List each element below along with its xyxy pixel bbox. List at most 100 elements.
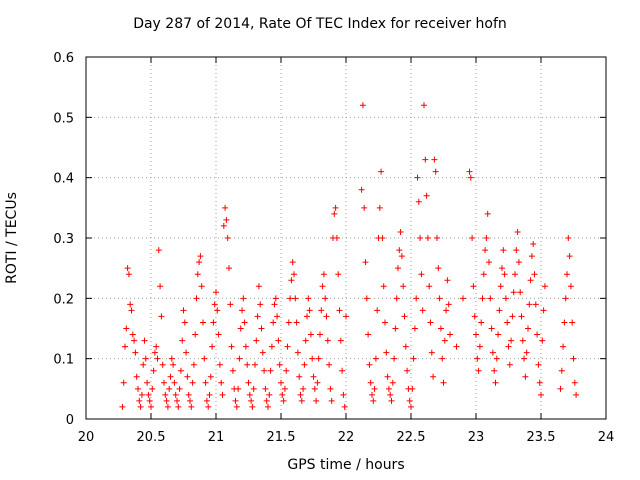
data-point: [190, 361, 197, 368]
data-point: [439, 355, 446, 362]
data-point: [159, 361, 166, 368]
data-point: [492, 379, 499, 386]
data-point: [174, 397, 180, 404]
data-point: [123, 325, 130, 332]
axis-ticks: [85, 56, 607, 420]
data-point: [272, 295, 279, 302]
data-point: [508, 337, 515, 344]
data-point: [541, 283, 548, 290]
data-point: [378, 168, 385, 175]
data-point: [261, 367, 268, 374]
data-point: [219, 391, 226, 398]
data-point: [370, 397, 377, 404]
data-point: [131, 337, 138, 344]
x-tick-label: 20: [78, 430, 95, 445]
data-point: [518, 313, 525, 320]
data-point: [304, 313, 310, 320]
data-point: [168, 355, 175, 362]
data-point: [140, 361, 147, 368]
data-point: [215, 331, 222, 338]
data-point: [297, 391, 304, 398]
data-point: [418, 271, 425, 278]
data-point: [205, 403, 212, 410]
data-point: [437, 325, 444, 332]
data-point: [474, 355, 481, 362]
data-point: [133, 373, 140, 380]
data-point: [484, 210, 491, 217]
data-point: [339, 367, 346, 374]
data-point: [372, 355, 379, 362]
data-point: [396, 247, 403, 254]
data-point: [213, 289, 219, 296]
data-point: [443, 307, 450, 314]
data-point: [413, 295, 420, 302]
data-point: [385, 385, 392, 392]
data-point: [183, 349, 190, 356]
data-point: [235, 385, 242, 392]
data-point: [401, 313, 408, 320]
x-tick-label: 24: [598, 430, 615, 445]
data-point: [424, 235, 431, 241]
data-point: [233, 403, 240, 410]
data-point: [148, 403, 154, 410]
data-point: [244, 361, 251, 368]
data-point: [341, 403, 348, 410]
data-point: [473, 331, 479, 338]
data-point: [271, 301, 278, 308]
data-point: [327, 385, 334, 392]
data-point: [246, 391, 253, 398]
data-point: [144, 379, 151, 386]
data-point: [155, 247, 162, 254]
data-point: [161, 379, 167, 386]
data-point: [135, 385, 141, 392]
data-point: [214, 307, 221, 314]
data-point: [571, 379, 578, 386]
data-point: [258, 325, 265, 332]
data-point: [514, 228, 521, 235]
data-point: [475, 367, 482, 374]
data-point: [392, 325, 399, 332]
data-point: [302, 337, 309, 344]
data-point: [534, 331, 541, 338]
data-point: [540, 307, 547, 314]
data-point: [493, 355, 500, 362]
data-point: [226, 265, 232, 272]
data-point: [122, 343, 128, 350]
data-point: [274, 313, 281, 320]
data-point: [285, 319, 292, 326]
data-point: [539, 337, 546, 344]
x-axis-label: GPS time / hours: [287, 457, 405, 473]
data-point: [296, 373, 303, 380]
data-point: [384, 373, 391, 380]
data-point: [408, 403, 414, 410]
data-point: [523, 349, 530, 356]
chart-title: Day 287 of 2014, Rate Of TEC Index for r…: [133, 16, 507, 32]
data-point: [293, 319, 300, 326]
data-point: [188, 403, 195, 410]
data-point: [252, 361, 258, 368]
data-point: [145, 391, 152, 398]
data-point: [318, 307, 325, 314]
data-point: [411, 325, 418, 332]
data-point: [528, 253, 535, 260]
data-point: [488, 325, 495, 332]
data-point: [499, 265, 505, 272]
data-point: [395, 265, 401, 272]
data-point: [211, 301, 218, 308]
data-point: [287, 295, 294, 302]
data-point: [371, 385, 378, 392]
data-point: [337, 337, 344, 344]
y-tick-label: 0.6: [53, 51, 74, 66]
data-point: [496, 307, 503, 314]
data-point: [283, 367, 290, 374]
data-point: [218, 379, 225, 386]
data-point: [427, 319, 434, 326]
data-point: [422, 156, 429, 163]
x-tick-label: 23: [468, 430, 485, 445]
data-point: [249, 403, 256, 410]
data-point: [265, 403, 271, 410]
data-point: [142, 355, 149, 362]
data-point: [486, 259, 492, 266]
data-point: [512, 271, 518, 278]
